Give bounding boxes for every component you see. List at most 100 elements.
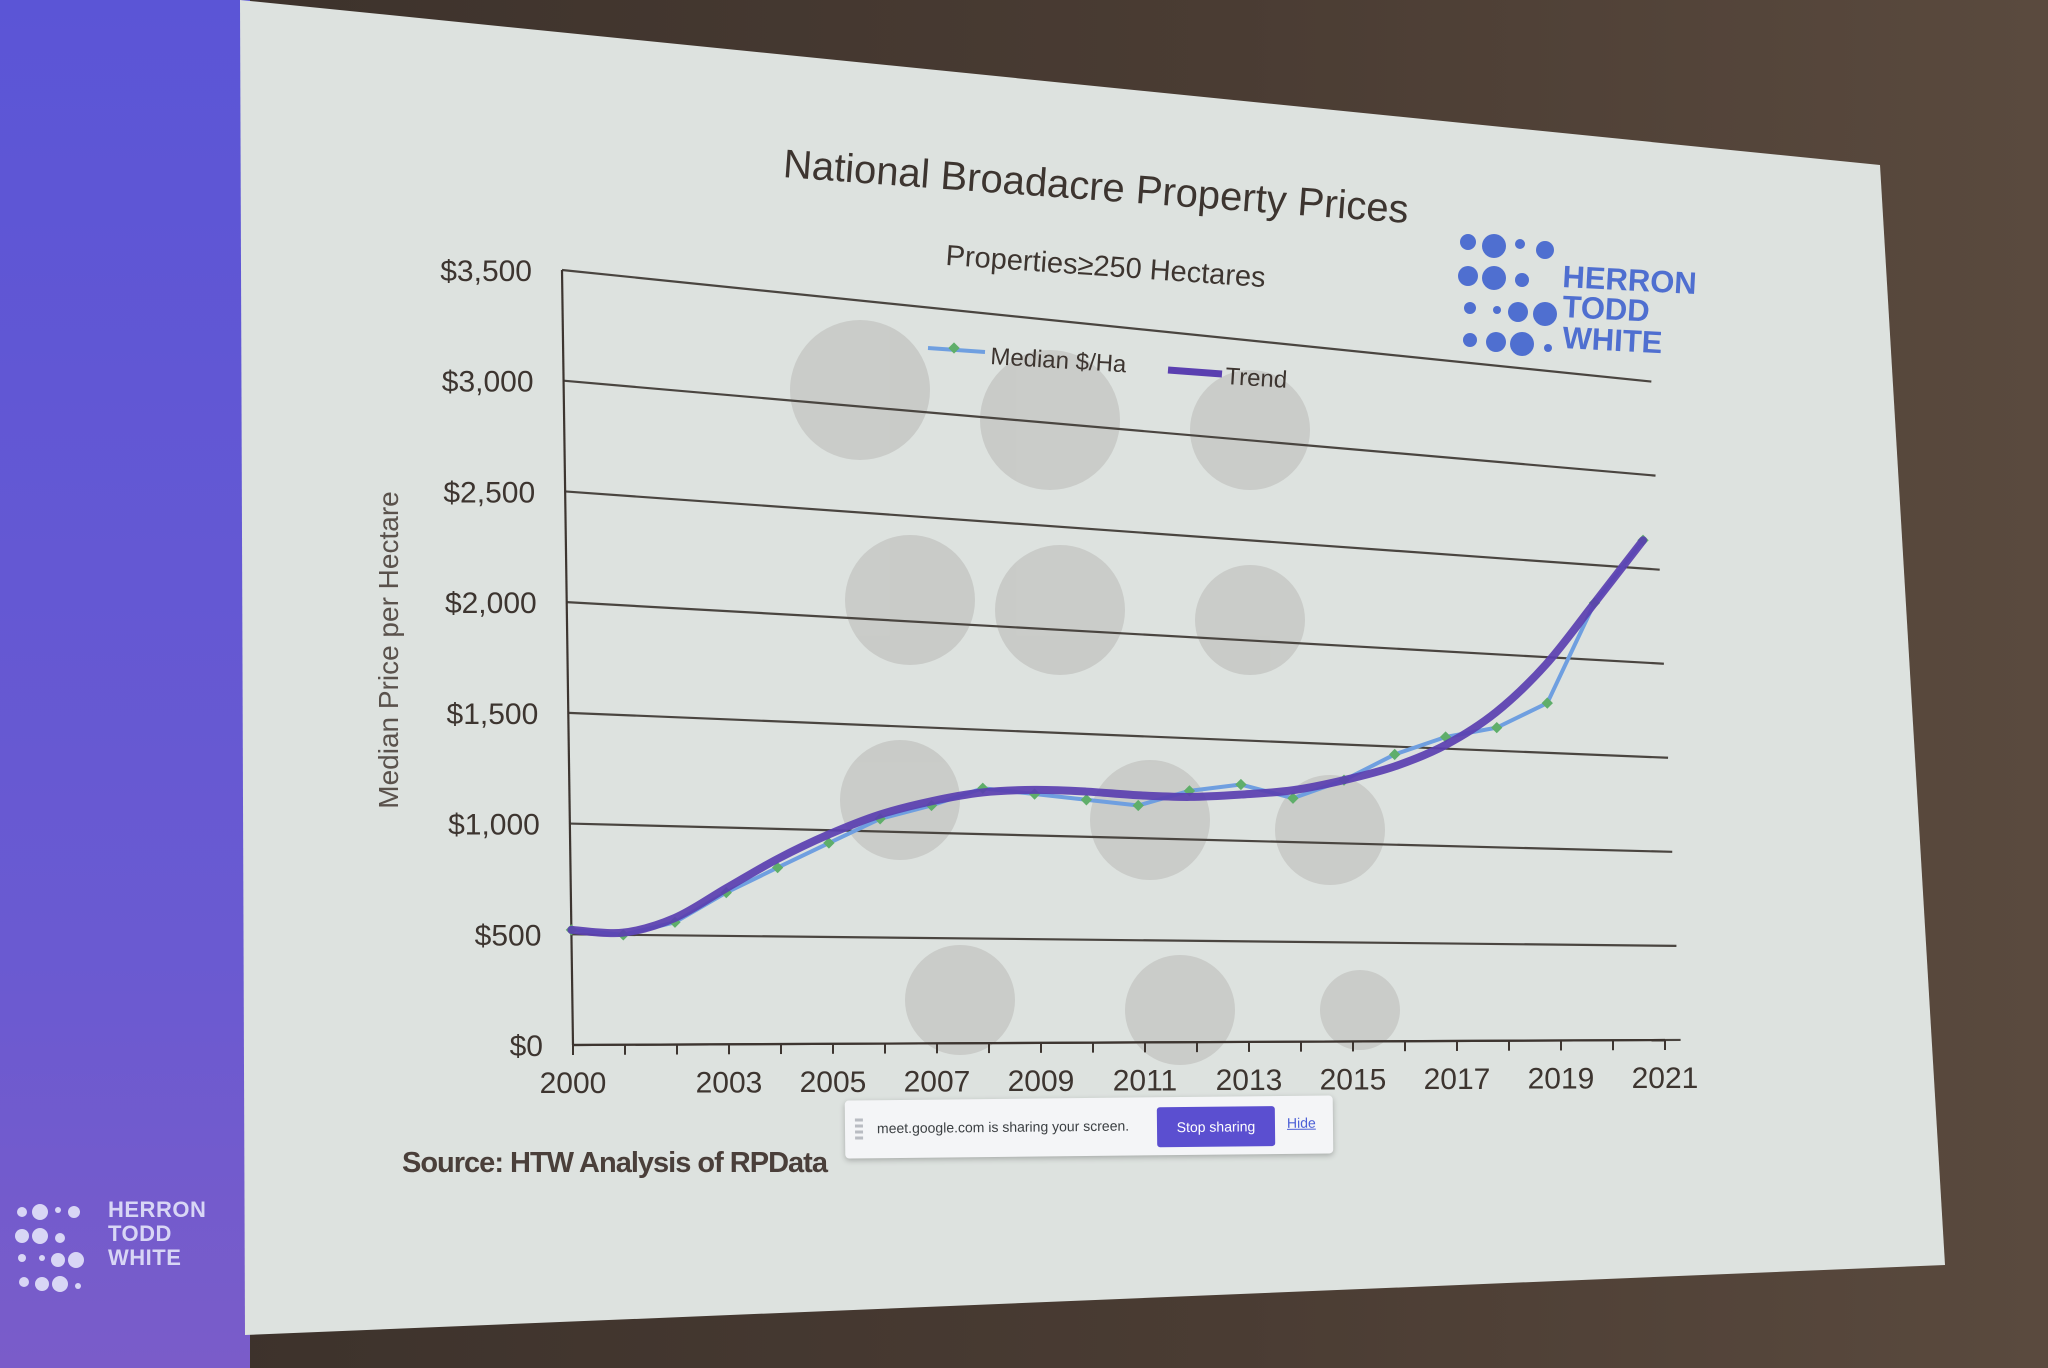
gridline (565, 490, 1660, 571)
footer-logo-dot (68, 1206, 80, 1218)
gridline (568, 711, 1669, 759)
logo-dot (1515, 239, 1525, 249)
legend-swatch-trend (1167, 366, 1223, 378)
x-tick-label: 2019 (1528, 1062, 1595, 1095)
gridline (561, 268, 1652, 383)
footer-logo-dot (52, 1276, 68, 1292)
gridline (566, 601, 1664, 665)
footer-logo-dot (55, 1207, 61, 1213)
y-tick-label: $2,000 (445, 587, 537, 620)
logo-dot (1493, 306, 1501, 314)
footer-logo-dot (17, 1207, 27, 1217)
x-tick-label: 2009 (1008, 1065, 1075, 1098)
footer-logo-line-todd: TODD (108, 1221, 172, 1246)
data-point-median (1491, 721, 1503, 734)
chart-legend: Median $/Ha Trend (927, 342, 1288, 394)
x-tick-label: 2005 (800, 1066, 867, 1099)
source-note: Source: HTW Analysis of RPData (402, 1147, 829, 1179)
data-point-median (1541, 697, 1553, 709)
hide-link[interactable]: Hide (1286, 1114, 1316, 1131)
logo-dot (1463, 333, 1477, 347)
footer-logo-dot (75, 1283, 81, 1289)
watermark-blob (845, 535, 975, 665)
y-tick-label: $2,500 (443, 476, 535, 509)
x-tick-label: 2017 (1424, 1063, 1491, 1096)
screen-share-bar: meet.google.com is sharing your screen. … (844, 1095, 1334, 1159)
brand-sidebar (0, 0, 250, 1368)
legend-label-trend: Trend (1225, 363, 1288, 394)
logo-dot (1458, 266, 1478, 286)
brand-logo: HERRON TODD WHITE (1458, 234, 1698, 360)
gridline (571, 933, 1677, 947)
data-point-median (1287, 792, 1299, 804)
footer-logo-dot (55, 1233, 65, 1243)
x-tick-label: 2007 (904, 1065, 971, 1098)
logo-line-herron: HERRON (1562, 259, 1698, 301)
logo-dot (1510, 332, 1534, 356)
logo-dot (1482, 234, 1506, 258)
logo-dot (1464, 302, 1476, 314)
x-tick-label: 2011 (1113, 1064, 1178, 1097)
logo-line-white: WHITE (1562, 320, 1664, 360)
footer-logo: HERRON TODD WHITE (108, 1198, 206, 1270)
watermark-blob (1320, 970, 1400, 1050)
x-tick-label: 2021 (1632, 1062, 1699, 1095)
x-tick-label: 2003 (696, 1066, 763, 1099)
gridline (569, 822, 1673, 853)
series-line-trend (567, 536, 1648, 938)
x-tick-label: 2015 (1320, 1063, 1387, 1096)
x-tick-labels: 2000 2003 2005 2007 2009 2011 2013 2015 2017 2019… (540, 1062, 1699, 1100)
watermark-blob (840, 740, 960, 860)
y-tick-label: $0 (510, 1030, 543, 1063)
watermark-blob (1195, 565, 1305, 675)
chart-axes (560, 269, 1666, 1055)
logo-dot (1544, 344, 1552, 352)
watermark-blob (905, 945, 1015, 1055)
share-message: meet.google.com is sharing your screen. (876, 1117, 1130, 1137)
footer-logo-dot (15, 1229, 29, 1243)
logo-dot (1460, 234, 1476, 250)
watermark-blob (1190, 370, 1310, 490)
y-axis-line (560, 269, 575, 1046)
watermark-blob (995, 545, 1125, 675)
watermark-blob (980, 350, 1120, 490)
data-point-median (1132, 799, 1144, 812)
footer-logo-line-herron: HERRON (108, 1197, 207, 1222)
data-point-median (1389, 748, 1401, 761)
chart-series (565, 534, 1649, 941)
y-tick-label: $3,000 (442, 366, 534, 399)
x-tick-label: 2013 (1216, 1064, 1283, 1097)
legend-marker-median (948, 342, 960, 354)
drag-handle-icon[interactable] (854, 1118, 864, 1141)
footer-logo-dot (32, 1204, 48, 1220)
watermark-blob (1125, 955, 1235, 1065)
footer-logo-icon (15, 1204, 84, 1292)
y-tick-label: $1,000 (448, 809, 540, 842)
x-axis-line (572, 1038, 1666, 1047)
watermark-blob (1275, 775, 1385, 885)
footer-logo-dot (51, 1253, 65, 1267)
logo-dot (1515, 273, 1529, 287)
footer-logo-dot (68, 1252, 84, 1268)
footer-logo-dot (39, 1255, 45, 1261)
y-axis-label: Median Price per Hectare (373, 491, 404, 808)
y-tick-labels: $0 $500 $1,000 $1,500 $2,000 $2,500 $3,000 $3,5… (440, 255, 543, 1063)
data-point-median (823, 837, 835, 849)
footer-logo-dot (18, 1254, 26, 1262)
footer-logo-line-white: WHITE (108, 1245, 182, 1270)
watermark-blob (790, 320, 930, 460)
y-tick-label: $1,500 (447, 698, 539, 731)
watermark-logo (790, 320, 1400, 1065)
logo-dot (1508, 302, 1528, 322)
stop-sharing-button[interactable]: Stop sharing (1156, 1106, 1276, 1148)
logo-icon (1458, 234, 1557, 356)
logo-dot (1482, 266, 1506, 290)
watermark-blob (1090, 760, 1210, 880)
data-point-median (1235, 778, 1247, 791)
footer-logo-dot (35, 1277, 49, 1291)
logo-dot (1486, 332, 1506, 352)
footer-logo-dot (19, 1277, 29, 1287)
footer-logo-dot (32, 1228, 48, 1244)
